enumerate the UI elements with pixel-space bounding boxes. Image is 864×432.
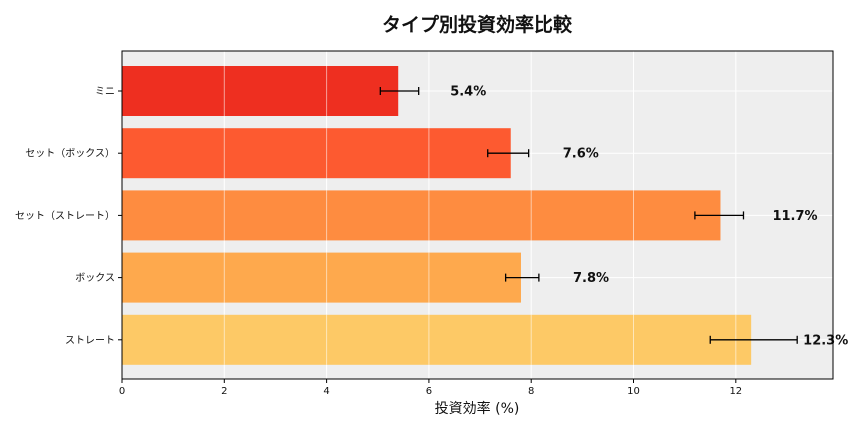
x-tick-label-2: 4 [323, 386, 329, 397]
error-bars [379, 87, 798, 344]
x-tick-label-4: 8 [528, 386, 534, 397]
x-tick-label-1: 2 [221, 386, 227, 397]
bars [122, 66, 752, 365]
chart-title: タイプ別投資効率比較 [382, 13, 573, 36]
data-label-1: 7.6% [563, 147, 599, 162]
data-label-4: 12.3% [803, 333, 848, 348]
x-axis-label: 投資効率 (%) [435, 400, 520, 417]
data-label-2: 11.7% [772, 209, 817, 224]
y-tick-label-3: ボックス [75, 272, 115, 284]
y-tick-label-4: ストレート [65, 335, 115, 346]
y-tick-label-2: セット（ストレート） [15, 210, 115, 222]
bar-4 [122, 314, 752, 365]
bar-2 [122, 190, 721, 241]
y-tick-label-1: セット（ボックス） [25, 148, 115, 160]
data-labels: 5.4% 7.6% 11.7% 7.8% 12.3% [450, 85, 848, 349]
x-tick-label-0: 0 [119, 386, 125, 397]
x-axis-ticks: 0 2 4 6 8 10 12 [119, 379, 742, 397]
bar-0 [122, 66, 399, 116]
data-label-3: 7.8% [573, 271, 609, 286]
x-tick-label-5: 10 [627, 386, 640, 397]
bar-3 [122, 252, 521, 303]
bar-1 [122, 128, 511, 179]
x-tick-label-3: 6 [426, 386, 432, 397]
x-tick-label-6: 12 [729, 386, 742, 397]
y-tick-label-0: ミニ [95, 87, 115, 98]
data-label-0: 5.4% [450, 85, 486, 100]
plot-frame [121, 50, 834, 380]
